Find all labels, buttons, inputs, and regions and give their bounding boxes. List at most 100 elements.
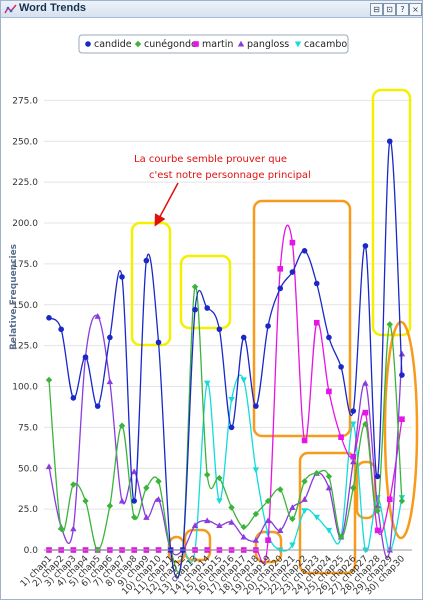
legend-item-cunégonde[interactable]: cunégonde bbox=[134, 39, 197, 50]
data-point-cunégonde bbox=[155, 478, 162, 485]
data-point-pangloss bbox=[277, 527, 284, 533]
highlight-boxes bbox=[130, 88, 419, 575]
window-title: Word Trends bbox=[19, 2, 87, 14]
data-point-candide bbox=[58, 326, 64, 333]
legend-label-candide: candide bbox=[94, 39, 132, 50]
data-point-martin bbox=[265, 537, 271, 543]
data-point-pangloss bbox=[301, 496, 308, 502]
data-point-candide bbox=[265, 323, 271, 329]
data-point-candide bbox=[386, 138, 393, 145]
data-point-pangloss bbox=[130, 468, 138, 475]
help-icon[interactable]: ? bbox=[396, 3, 409, 16]
y-tick-label: 75.0 bbox=[18, 423, 38, 433]
data-point-cacambo bbox=[313, 514, 320, 521]
data-point-pangloss bbox=[374, 502, 381, 509]
maximize-icon[interactable]: ⊡ bbox=[383, 3, 396, 16]
data-point-pangloss bbox=[252, 536, 260, 543]
data-point-cacambo bbox=[325, 527, 333, 534]
y-tick-label: 175.0 bbox=[12, 260, 38, 270]
data-point-candide bbox=[216, 326, 223, 333]
data-point-pangloss bbox=[398, 350, 406, 357]
series-pangloss bbox=[45, 312, 406, 559]
data-point-cunégonde bbox=[350, 484, 357, 492]
data-point-candide bbox=[143, 257, 150, 264]
data-point-pangloss bbox=[325, 484, 333, 491]
data-point-pangloss bbox=[191, 522, 199, 529]
y-tick-label: 200.0 bbox=[12, 219, 38, 229]
legend-item-pangloss[interactable]: pangloss bbox=[237, 39, 290, 50]
series-candide bbox=[46, 138, 405, 579]
data-point-martin bbox=[277, 265, 284, 272]
highlight-box bbox=[355, 460, 377, 520]
data-point-pangloss bbox=[240, 533, 247, 540]
legend-marker-cunégonde bbox=[134, 40, 142, 48]
series-line-pangloss bbox=[48, 314, 403, 559]
data-point-cunégonde bbox=[264, 497, 272, 505]
legend-label-cacambo: cacambo bbox=[304, 39, 347, 50]
data-point-pangloss bbox=[362, 380, 369, 386]
data-point-pangloss bbox=[118, 497, 126, 504]
series-line-candide bbox=[48, 139, 403, 579]
data-point-candide bbox=[94, 403, 101, 409]
data-point-martin bbox=[350, 454, 357, 460]
data-point-candide bbox=[204, 305, 211, 311]
data-point-cunégonde bbox=[57, 525, 65, 532]
data-point-candide bbox=[192, 306, 198, 313]
data-point-cunégonde bbox=[204, 471, 211, 478]
data-point-cacambo bbox=[289, 542, 296, 549]
data-point-pangloss bbox=[289, 504, 296, 511]
data-point-pangloss bbox=[264, 517, 272, 524]
data-point-cacambo bbox=[240, 377, 247, 384]
data-point-candide bbox=[131, 498, 137, 504]
data-point-pangloss bbox=[204, 517, 211, 524]
data-point-martin bbox=[374, 527, 381, 534]
y-axis-label: Relative Frequencies bbox=[9, 244, 19, 350]
y-tick-label: 225.0 bbox=[12, 178, 38, 188]
data-point-candide bbox=[155, 339, 162, 346]
data-point-candide bbox=[374, 473, 381, 480]
data-point-pangloss bbox=[106, 378, 114, 385]
data-point-candide bbox=[313, 280, 320, 287]
data-point-candide bbox=[107, 334, 113, 341]
highlight-box bbox=[179, 254, 232, 330]
data-point-pangloss bbox=[45, 463, 53, 470]
y-tick-label: 250.0 bbox=[12, 137, 38, 147]
data-point-cunégonde bbox=[118, 422, 126, 429]
data-point-candide bbox=[46, 315, 52, 321]
data-point-candide bbox=[253, 403, 259, 409]
data-point-candide bbox=[326, 334, 332, 341]
legend-marker-candide bbox=[85, 41, 91, 47]
data-point-candide bbox=[338, 364, 344, 370]
close-icon[interactable]: × bbox=[409, 3, 422, 16]
highlight-box bbox=[371, 88, 412, 337]
data-point-candide bbox=[277, 285, 284, 292]
legend-item-martin[interactable]: martin bbox=[193, 39, 233, 50]
data-point-candide bbox=[362, 243, 369, 249]
data-point-martin bbox=[289, 239, 296, 246]
y-tick-label: 50.0 bbox=[18, 464, 38, 474]
y-tick-label: 150.0 bbox=[12, 301, 38, 311]
data-point-candide bbox=[350, 408, 357, 414]
legend-marker-pangloss bbox=[237, 40, 245, 47]
data-point-candide bbox=[119, 274, 125, 280]
legend-label-pangloss: pangloss bbox=[247, 39, 289, 50]
annotation-line-2: c'est notre personnage principal bbox=[149, 170, 311, 181]
data-point-cunégonde bbox=[191, 283, 199, 290]
data-point-pangloss bbox=[350, 458, 357, 465]
data-point-cunégonde bbox=[277, 486, 284, 493]
legend-item-cacambo[interactable]: cacambo bbox=[294, 39, 348, 50]
legend-item-candide[interactable]: candide bbox=[85, 39, 132, 50]
data-point-cacambo bbox=[350, 421, 357, 428]
data-point-cunégonde bbox=[313, 469, 320, 477]
data-point-candide bbox=[399, 372, 405, 378]
data-point-martin bbox=[301, 437, 308, 444]
data-point-cunégonde bbox=[228, 504, 235, 511]
data-point-cacambo bbox=[216, 498, 223, 505]
data-point-cunégonde bbox=[374, 507, 381, 514]
data-point-candide bbox=[289, 269, 296, 275]
data-point-cunégonde bbox=[240, 523, 247, 531]
minimize-icon[interactable]: ⊟ bbox=[370, 3, 383, 16]
data-point-martin bbox=[326, 388, 332, 395]
highlight-ellipse bbox=[383, 320, 419, 540]
legend-box bbox=[78, 34, 349, 54]
